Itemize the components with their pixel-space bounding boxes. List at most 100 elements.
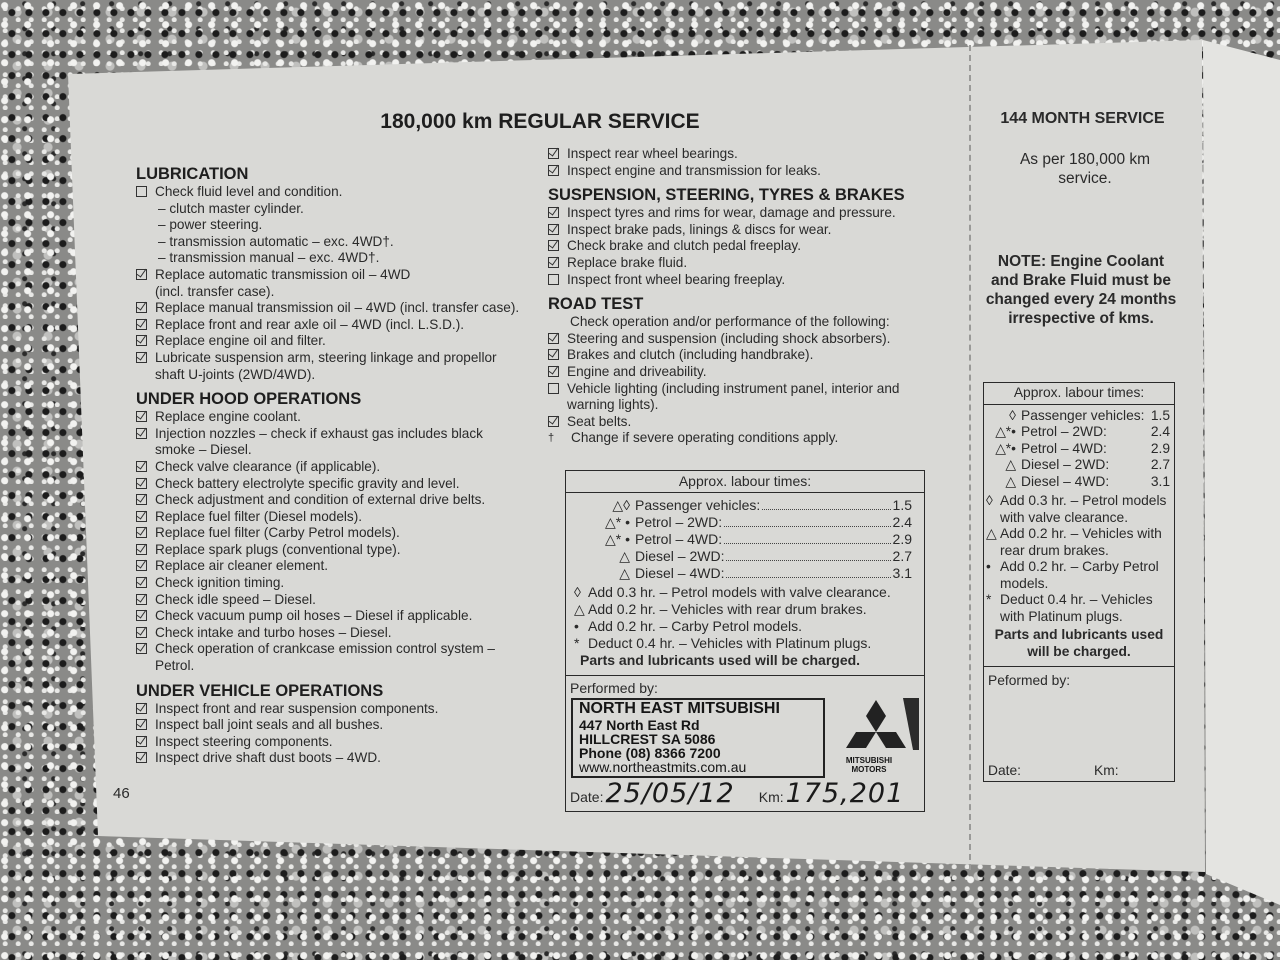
labour-value: 2.7 (892, 548, 912, 564)
checkbox[interactable] (136, 735, 147, 747)
footnote-text: Deduct 0.4 hr. – Vehicles with Platinum … (1000, 592, 1153, 624)
footnote-text: Add 0.2 hr. – Vehicles with rear drum br… (588, 601, 867, 617)
labour-label: Petrol – 4WD: (635, 531, 723, 547)
checkbox[interactable] (136, 335, 147, 347)
item-text: Replace fuel filter (Carby Petrol models… (155, 525, 400, 541)
left-checklist: LUBRICATION Check fluid level and conditi… (136, 158, 536, 767)
checkbox[interactable] (548, 207, 559, 219)
item-text: Replace air cleaner element. (155, 558, 329, 574)
date-handwritten: 25/05/12 (605, 778, 735, 809)
checkbox[interactable] (136, 302, 147, 314)
checklist-item: – transmission automatic – exc. 4WD†. (136, 234, 536, 251)
labour-symbols: △ (619, 548, 630, 564)
checkbox[interactable] (548, 332, 559, 344)
item-text: Inspect steering components. (155, 733, 333, 749)
stamp-frame (571, 698, 825, 778)
right-date-label: Date: (988, 762, 1021, 778)
labour-value: 2.7 (1150, 457, 1170, 472)
checkbox[interactable] (136, 510, 147, 522)
checkbox[interactable] (136, 577, 147, 589)
page-title: 180,000 km REGULAR SERVICE (380, 110, 700, 133)
checkbox[interactable] (136, 268, 147, 280)
item-text: Check operation of crankcase emission co… (155, 641, 495, 674)
checklist-item: Brakes and clutch (including handbrake). (548, 347, 958, 364)
km-label: Km: (758, 789, 784, 805)
item-text: Check operation and/or performance of th… (570, 314, 890, 330)
page-number: 46 (113, 785, 130, 802)
right-subtitle: As per 180,000 km service. (1019, 151, 1151, 187)
checklist-item: Check adjustment and condition of extern… (136, 492, 536, 509)
item-text: Brakes and clutch (including handbrake). (567, 347, 814, 363)
labour-footnote: • Add 0.2 hr. – Carby Petrol models. (574, 618, 920, 635)
labour-label: Passenger vehicles: (635, 497, 761, 513)
labour-footnote: △ Add 0.2 hr. – Vehicles with rear drum b… (574, 601, 920, 618)
perforation-line (969, 45, 971, 870)
checkbox[interactable] (136, 752, 147, 764)
checkbox[interactable] (136, 560, 147, 572)
footnote-text: Add 0.2 hr. – Carby Petrol models. (1000, 559, 1159, 591)
stamp-dealer-name: NORTH EAST MITSUBISHI (579, 700, 780, 717)
checkbox[interactable] (548, 415, 559, 427)
section-heading: UNDER VEHICLE OPERATIONS (136, 681, 384, 700)
item-text: Check idle speed – Diesel. (155, 591, 316, 607)
checkbox[interactable] (136, 351, 147, 363)
labour-times-box: Approx. labour times: △◊ Passenger vehicl… (565, 470, 925, 812)
checkbox[interactable] (548, 256, 559, 268)
checkbox[interactable] (136, 186, 147, 197)
checkbox[interactable] (136, 427, 147, 439)
checkbox[interactable] (136, 494, 147, 506)
checklist-item: Inspect front wheel bearing freeplay. (548, 272, 958, 289)
checkbox[interactable] (136, 610, 147, 622)
section-heading: LUBRICATION (136, 165, 249, 183)
item-text: Replace brake fluid. (567, 254, 688, 270)
labour-row: ◊ Passenger vehicles: 1.5 (986, 408, 1170, 425)
checkbox[interactable] (136, 643, 147, 655)
checklist-item: Inspect front and rear suspension compon… (136, 701, 536, 718)
checkbox[interactable] (548, 365, 559, 377)
checklist-item: Replace fuel filter (Carby Petrol models… (136, 525, 536, 542)
km-handwritten: 175,201 (785, 778, 905, 809)
checkbox[interactable] (136, 460, 147, 472)
checkbox[interactable] (548, 148, 559, 159)
checklist-item: – transmission manual – exc. 4WD†. (136, 250, 536, 267)
checkbox[interactable] (136, 702, 147, 714)
dealer-stamp: NORTH EAST MITSUBISHI 447 North East Rd … (571, 698, 920, 778)
checklist-item: Check vacuum pump oil hoses – Diesel if … (136, 608, 536, 625)
checkbox[interactable] (136, 318, 147, 330)
labour-symbols: △ (1005, 457, 1016, 472)
checklist-item: Seat belts. (548, 414, 958, 431)
labour-label: Diesel – 4WD: (635, 565, 725, 581)
checkbox[interactable] (136, 719, 147, 731)
checkbox[interactable] (136, 411, 147, 423)
checkbox[interactable] (136, 626, 147, 638)
checklist-item: Replace automatic transmission oil – 4WD… (136, 267, 536, 300)
item-text: Inspect drive shaft dust boots – 4WD. (155, 750, 381, 766)
checkbox[interactable] (548, 240, 559, 252)
checklist-item: Replace fuel filter (Diesel models). (136, 509, 536, 526)
checkbox[interactable] (136, 477, 147, 489)
dot-leader (724, 526, 891, 527)
labour-label: Diesel – 2WD: (635, 548, 725, 564)
item-text: Replace automatic transmission oil – 4WD… (155, 266, 411, 299)
checkbox[interactable] (548, 164, 559, 176)
checklist-item: Inspect ball joint seals and all bushes. (136, 717, 536, 734)
checkbox[interactable] (136, 527, 147, 539)
labour-row: △*• Petrol – 2WD: 2.4 (986, 424, 1170, 441)
item-text: Vehicle lighting (including instrument p… (567, 380, 900, 413)
checkbox[interactable] (548, 349, 559, 361)
dot-leader (726, 577, 891, 578)
checkbox[interactable] (548, 223, 559, 235)
checkbox[interactable] (548, 382, 559, 394)
checklist-item: Steering and suspension (including shock… (548, 331, 958, 348)
labour-row: △◊ Passenger vehicles: 1.5 (580, 497, 912, 514)
item-text: Check battery electrolyte specific gravi… (155, 475, 460, 491)
labour-value: 1.5 (892, 497, 912, 513)
item-text: Inspect engine and transmission for leak… (567, 162, 821, 178)
item-text: Check intake and turbo hoses – Diesel. (155, 624, 392, 640)
checkbox[interactable] (136, 543, 147, 555)
labour-footnote: ◊ Add 0.3 hr. – Petrol models with valve … (574, 584, 920, 601)
checklist-item: Replace engine oil and filter. (136, 333, 536, 350)
checkbox[interactable] (548, 273, 559, 285)
checkbox[interactable] (136, 593, 147, 605)
labour-label: Diesel – 2WD: (1021, 457, 1110, 472)
